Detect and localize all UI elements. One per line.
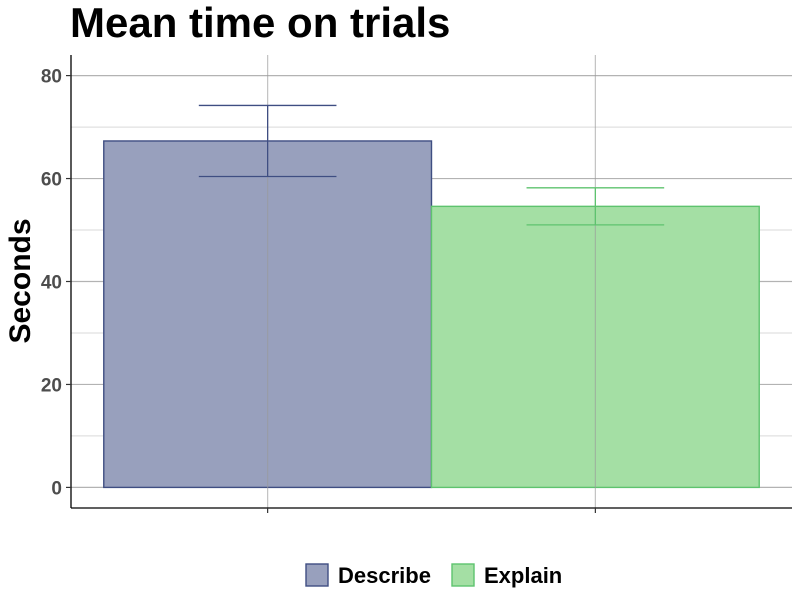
error-bar-explain — [526, 187, 665, 226]
legend-item-describe[interactable]: Describe — [305, 563, 431, 588]
y-axis-label: Seconds — [4, 218, 37, 343]
legend[interactable]: Describe Explain — [305, 563, 562, 588]
error-bars — [198, 104, 665, 226]
legend-swatch — [451, 563, 475, 587]
y-tick-label: 20 — [41, 375, 62, 396]
chart-title: Mean time on trials — [70, 0, 450, 46]
y-tick-label: 80 — [41, 67, 62, 88]
y-tick-label: 0 — [51, 478, 62, 499]
error-bar-describe — [198, 104, 337, 178]
legend-label: Describe — [338, 563, 431, 588]
legend-swatch — [305, 563, 329, 587]
y-tick-label: 40 — [41, 273, 62, 294]
bars — [103, 140, 760, 489]
y-tick-labels: 0 20 40 60 80 — [41, 67, 62, 500]
legend-item-explain[interactable]: Explain — [451, 563, 562, 588]
y-tick-label: 60 — [41, 170, 62, 191]
legend-label: Explain — [484, 563, 562, 588]
axes — [66, 55, 792, 513]
